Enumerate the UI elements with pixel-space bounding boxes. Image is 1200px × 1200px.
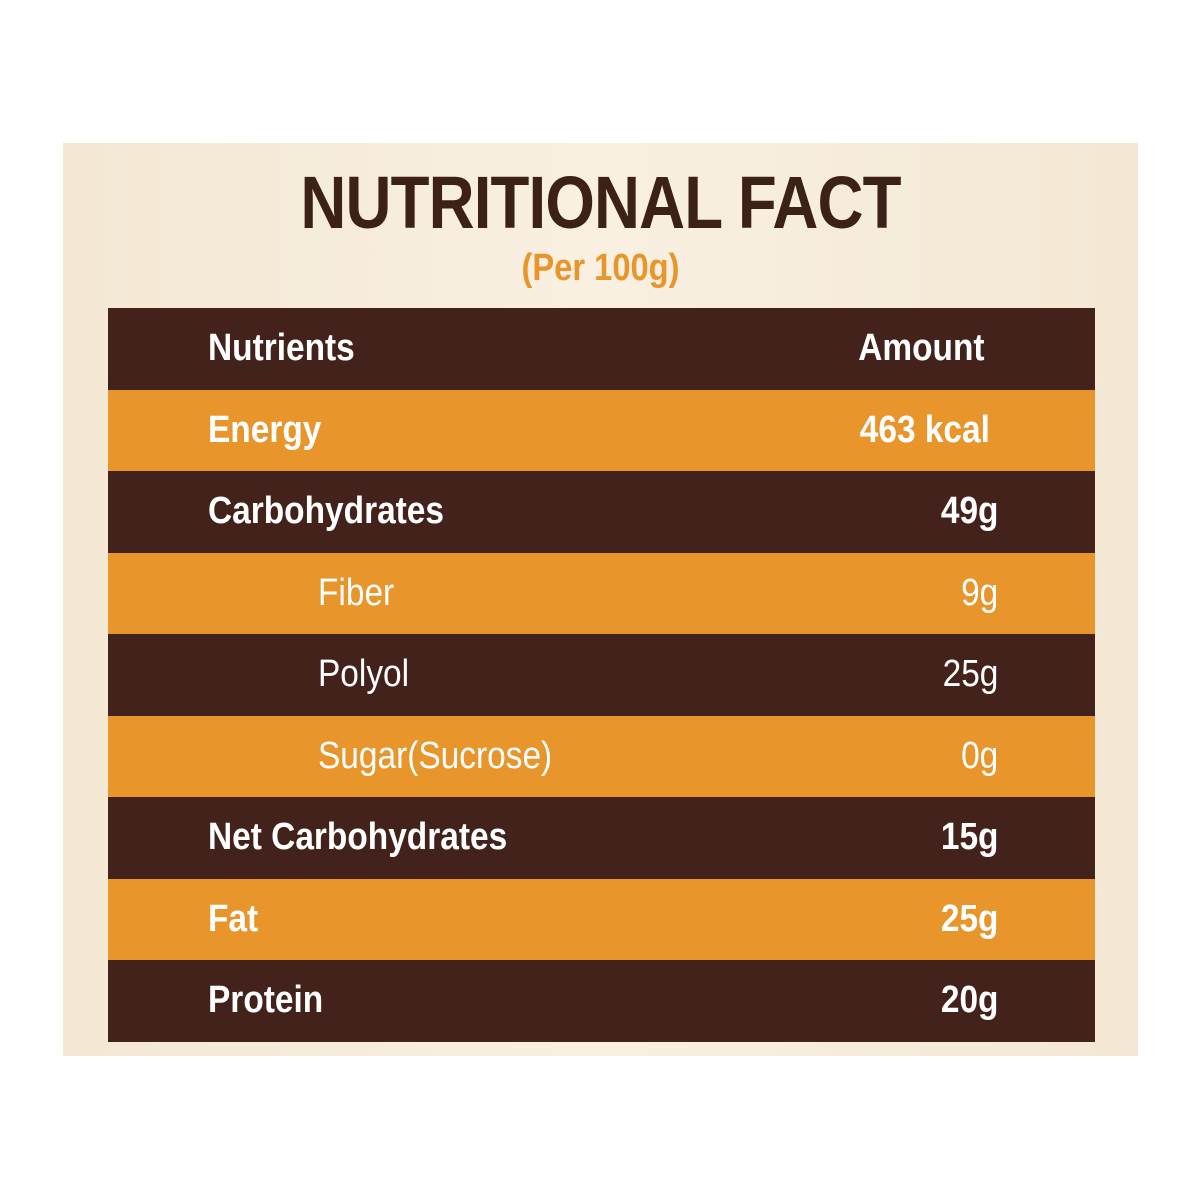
- nutrient-name: Energy: [208, 408, 322, 451]
- nutrient-amount: 49g: [940, 490, 998, 532]
- table-row-polyol: Polyol 25g: [108, 634, 1095, 716]
- nutrient-name: Sugar(Sucrose): [318, 734, 553, 777]
- nutrient-amount: 9g: [960, 571, 998, 614]
- table-row-carbohydrates: Carbohydrates 49g: [108, 471, 1095, 553]
- nutrient-name: Fat: [208, 897, 259, 940]
- nutrient-amount: 463 kcal: [859, 408, 990, 451]
- nutrient-amount: 25g: [942, 653, 998, 695]
- table-row-fat: Fat 25g: [108, 878, 1095, 960]
- table-row-energy: Energy 463 kcal: [108, 389, 1095, 471]
- nutrient-amount: 15g: [940, 816, 998, 858]
- nutrient-amount: 0g: [960, 734, 998, 777]
- nutrient-name: Fiber: [318, 571, 395, 614]
- nutrition-table: Nutrients Amount Energy 463 kcal Carbohy…: [108, 308, 1095, 1042]
- nutrition-title: NUTRITIONAL FACT: [300, 161, 901, 244]
- nutrient-name: Protein: [208, 979, 324, 1021]
- serving-size-subtitle: (Per 100g): [521, 247, 680, 289]
- nutrient-amount: 20g: [940, 979, 998, 1021]
- nutrient-amount: 25g: [940, 897, 998, 940]
- nutrient-name: Net Carbohydrates: [208, 816, 508, 858]
- nutrients-column-header: Nutrients: [208, 327, 355, 369]
- amount-column-header: Amount: [858, 327, 985, 369]
- nutrient-name: Carbohydrates: [208, 490, 445, 532]
- table-row-net-carbohydrates: Net Carbohydrates 15g: [108, 797, 1095, 879]
- table-row-sugar: Sugar(Sucrose) 0g: [108, 715, 1095, 797]
- table-row-protein: Protein 20g: [108, 960, 1095, 1042]
- nutrition-panel: NUTRITIONAL FACT (Per 100g) Nutrients Am…: [63, 143, 1138, 1056]
- table-header-row: Nutrients Amount: [108, 308, 1095, 390]
- table-row-fiber: Fiber 9g: [108, 552, 1095, 634]
- nutrient-name: Polyol: [318, 653, 410, 695]
